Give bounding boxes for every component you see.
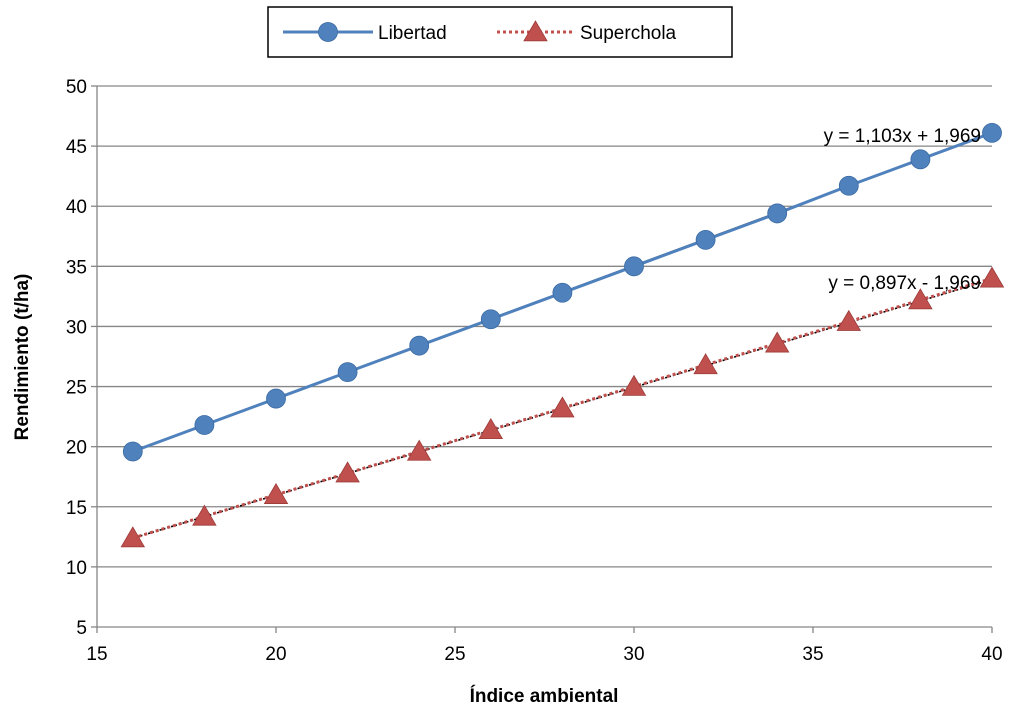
x-tick-label: 35: [802, 644, 823, 665]
data-point: [120, 526, 146, 548]
y-axis-title: Rendimiento (t/ha): [12, 274, 33, 441]
data-point: [624, 256, 644, 277]
data-point: [550, 396, 575, 418]
data-point: [982, 122, 1002, 143]
legend-item-libertad: Libertad: [283, 22, 447, 44]
y-tick-label: 50: [66, 77, 87, 98]
x-tick-label: 15: [86, 644, 107, 665]
y-tick-labels: 5 10 15 20 25 30 35 40 45 50: [66, 77, 87, 639]
data-point: [764, 331, 790, 353]
y-tick-label: 25: [66, 378, 87, 399]
data-point: [406, 439, 432, 461]
data-point: [910, 149, 931, 170]
y-tick-label: 40: [66, 197, 87, 218]
data-point: [621, 374, 647, 396]
series-superchola: [120, 266, 1005, 548]
legend-label: Libertad: [378, 23, 447, 44]
series: [120, 122, 1005, 548]
data-point: [194, 415, 215, 435]
legend: Libertad Superchola: [267, 6, 733, 58]
trendline-equation: y = 0,897x - 1,969: [828, 273, 981, 294]
legend-label: Superchola: [580, 23, 677, 44]
y-tick-label: 45: [66, 137, 87, 158]
legend-marker: [523, 20, 548, 42]
legend-items: Libertad Superchola: [283, 20, 677, 44]
legend-marker: [318, 22, 338, 42]
series-libertad: [122, 122, 1002, 462]
data-point: [767, 203, 788, 224]
data-point: [337, 362, 358, 383]
data-point: [695, 229, 716, 250]
data-point: [122, 441, 143, 462]
y-tick-label: 30: [66, 317, 87, 338]
x-tick-labels: 15 20 25 30 35 40: [86, 644, 1002, 665]
data-point: [480, 309, 501, 330]
trendline-equations: y = 1,103x + 1,969 y = 0,897x - 1,969: [824, 126, 981, 294]
data-point: [263, 482, 289, 504]
x-tick-label: 40: [981, 644, 1002, 665]
axes: [91, 85, 993, 633]
y-tick-label: 35: [66, 257, 87, 278]
x-tick-label: 25: [444, 644, 465, 665]
data-point: [192, 504, 217, 526]
data-point: [693, 353, 718, 375]
data-point: [409, 335, 430, 356]
x-tick-label: 30: [623, 644, 644, 665]
data-point: [266, 388, 286, 409]
data-point: [979, 266, 1005, 288]
gridlines: [97, 85, 992, 568]
y-tick-label: 10: [66, 558, 87, 579]
trendlines: [132, 132, 993, 540]
legend-item-superchola: Superchola: [497, 20, 677, 44]
x-tick-label: 20: [265, 644, 286, 665]
y-tick-label: 5: [76, 618, 87, 639]
data-point: [836, 309, 862, 331]
x-axis-title: Índice ambiental: [470, 685, 619, 707]
data-point: [478, 418, 504, 440]
trendline-equation: y = 1,103x + 1,969: [824, 126, 981, 147]
y-tick-label: 20: [66, 438, 87, 459]
data-point: [335, 461, 360, 483]
y-tick-label: 15: [66, 498, 87, 519]
data-point: [908, 288, 933, 310]
data-point: [838, 175, 859, 196]
data-point: [552, 282, 573, 303]
